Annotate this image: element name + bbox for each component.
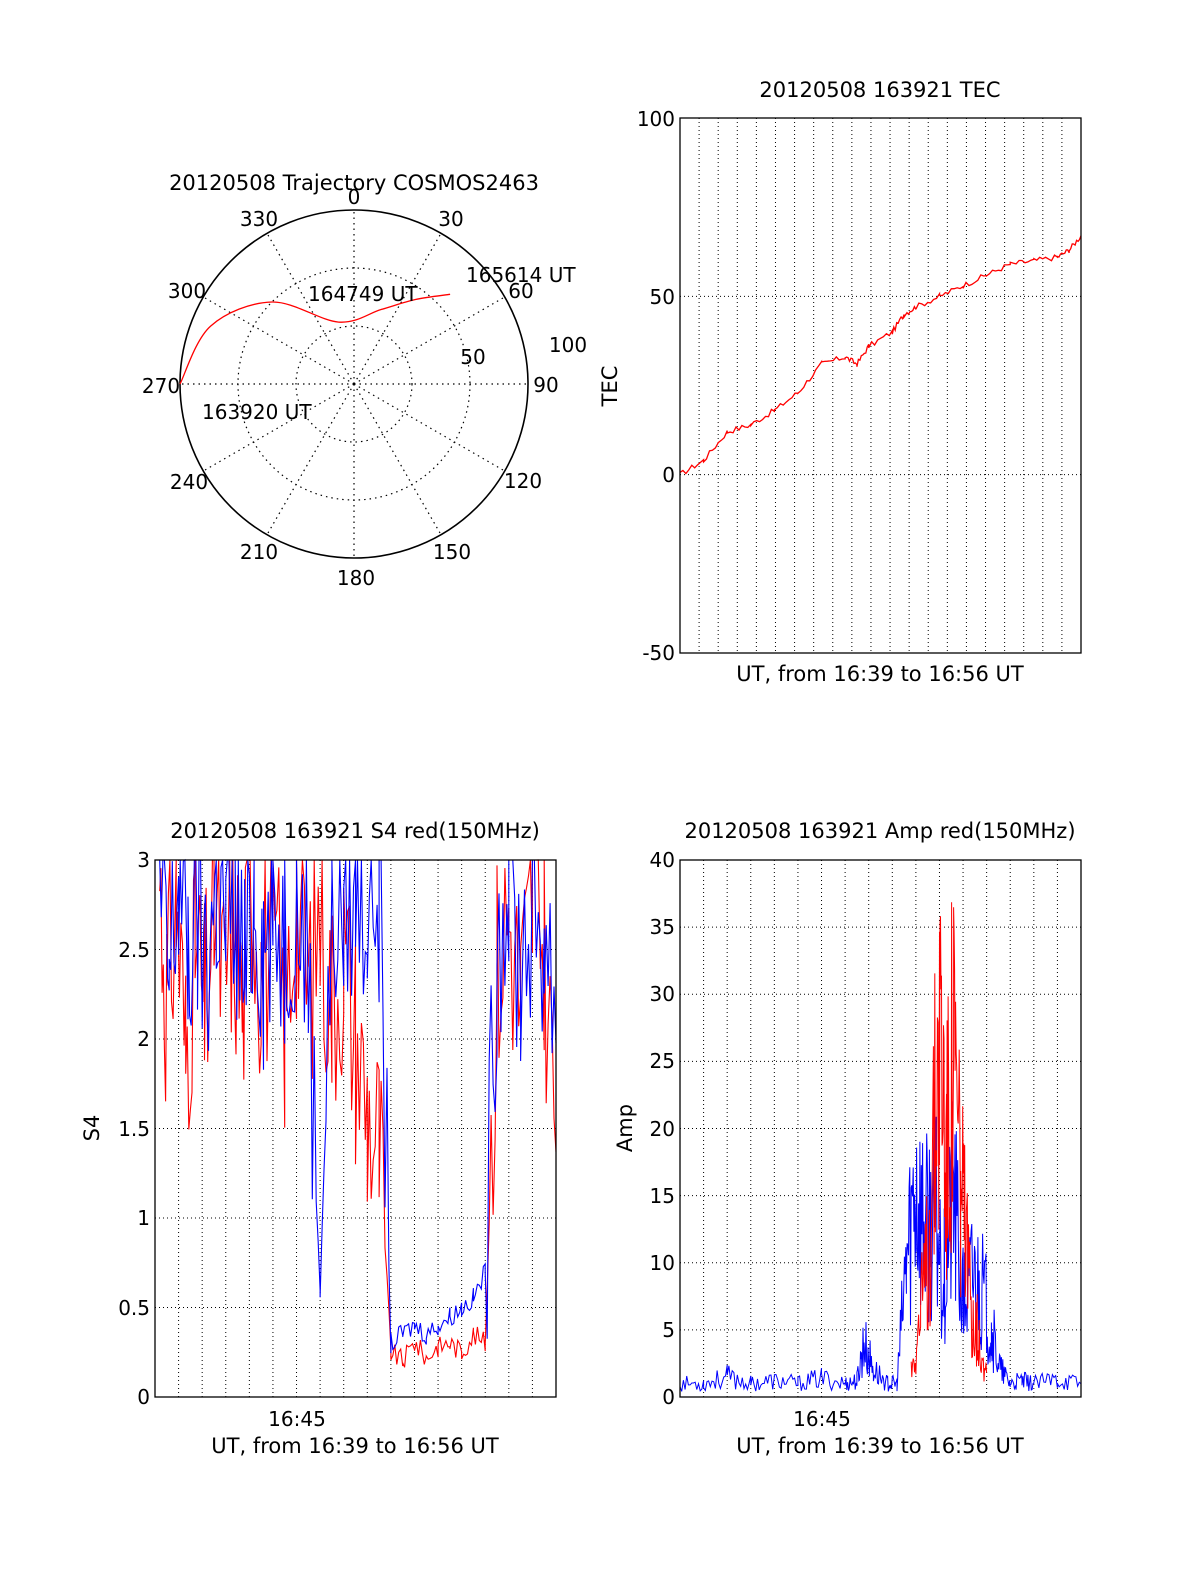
azimuth-label-0: 0 bbox=[348, 185, 361, 209]
amp-y-tick-labels: 0 5 10 15 20 25 30 35 40 bbox=[650, 848, 675, 1409]
tec-title: 20120508 163921 TEC bbox=[759, 78, 1000, 102]
azimuth-label-120: 120 bbox=[504, 469, 542, 493]
azimuth-label-270: 270 bbox=[142, 374, 180, 398]
s4-ytick-label: 1.5 bbox=[118, 1117, 150, 1141]
amp-title: 20120508 163921 Amp red(150MHz) bbox=[684, 819, 1075, 843]
s4-x-axis-label: UT, from 16:39 to 16:56 UT bbox=[211, 1434, 499, 1458]
trajectory-series bbox=[179, 293, 451, 385]
amp-line-red bbox=[910, 902, 988, 1382]
elevation-ring bbox=[295, 325, 413, 443]
amp-ytick-label: 30 bbox=[650, 982, 675, 1006]
amp-x-axis-label: UT, from 16:39 to 16:56 UT bbox=[736, 1434, 1024, 1458]
s4-ytick-label: 2.5 bbox=[118, 938, 150, 962]
amp-series bbox=[679, 902, 1082, 1392]
azimuth-spoke bbox=[203, 296, 355, 385]
amp-line-blue bbox=[679, 1101, 1082, 1392]
s4-plot-frame bbox=[154, 859, 557, 1398]
azimuth-label-60: 60 bbox=[508, 279, 533, 303]
amp-ytick-label: 5 bbox=[662, 1318, 675, 1342]
azimuth-label-150: 150 bbox=[433, 540, 471, 564]
s4-ytick-label: 2 bbox=[137, 1027, 150, 1051]
trajectory-line bbox=[179, 293, 451, 385]
trajectory-annotation-end: 165614 UT bbox=[466, 263, 576, 287]
azimuth-spoke bbox=[203, 383, 355, 472]
s4-xtick-label: 16:45 bbox=[268, 1407, 326, 1431]
s4-ytick-label: 0.5 bbox=[118, 1296, 150, 1320]
s4-y-tick-labels: 0 0.5 1 1.5 2 2.5 3 bbox=[118, 848, 150, 1409]
azimuth-label-300: 300 bbox=[168, 279, 206, 303]
amp-ytick-label: 35 bbox=[650, 915, 675, 939]
azimuth-label-330: 330 bbox=[240, 207, 278, 231]
trajectory-azimuth-labels: 0 30 60 90 120 150 180 210 240 270 300 3… bbox=[142, 185, 559, 590]
trajectory-title: 20120508 Trajectory COSMOS2463 bbox=[169, 171, 539, 195]
s4-ytick-label: 1 bbox=[137, 1206, 150, 1230]
amp-plot-frame bbox=[679, 859, 1082, 1398]
tec-y-axis-label: TEC bbox=[598, 366, 622, 408]
amp-ytick-label: 15 bbox=[650, 1184, 675, 1208]
amp-xtick-label: 16:45 bbox=[793, 1407, 851, 1431]
amp-chart: 20120508 163921 Amp red(150MHz) 0 5 10 1… bbox=[613, 819, 1082, 1458]
amp-ytick-label: 0 bbox=[662, 1385, 675, 1409]
tec-ytick-label: -50 bbox=[642, 641, 675, 665]
s4-line-blue bbox=[159, 858, 557, 1354]
s4-chart: 20120508 163921 S4 red(150MHz) 0 0.5 1 1… bbox=[80, 819, 557, 1458]
tec-grid bbox=[680, 118, 1081, 653]
tec-ytick-label: 0 bbox=[662, 463, 675, 487]
trajectory-grid bbox=[180, 210, 528, 558]
tec-ytick-label: 50 bbox=[650, 285, 675, 309]
amp-ytick-label: 40 bbox=[650, 848, 675, 872]
amp-y-axis-label: Amp bbox=[613, 1104, 637, 1152]
s4-ytick-label: 0 bbox=[137, 1385, 150, 1409]
radial-label-50: 50 bbox=[460, 345, 485, 369]
trajectory-annotation-mid: 164749 UT bbox=[308, 282, 418, 306]
tec-ytick-label: 100 bbox=[637, 107, 675, 131]
s4-title: 20120508 163921 S4 red(150MHz) bbox=[170, 819, 540, 843]
s4-series bbox=[159, 858, 557, 1368]
azimuth-spoke bbox=[353, 233, 442, 385]
s4-line-red bbox=[159, 859, 557, 1368]
azimuth-label-240: 240 bbox=[170, 470, 208, 494]
amp-ytick-label: 10 bbox=[650, 1251, 675, 1275]
azimuth-label-30: 30 bbox=[438, 207, 463, 231]
s4-y-axis-label: S4 bbox=[80, 1115, 104, 1142]
tec-line bbox=[679, 235, 1082, 475]
amp-ytick-label: 20 bbox=[650, 1117, 675, 1141]
s4-ytick-label: 3 bbox=[137, 848, 150, 872]
radial-label-100: 100 bbox=[549, 333, 587, 357]
trajectory-annotation-start: 163920 UT bbox=[202, 400, 312, 424]
azimuth-spoke bbox=[266, 233, 355, 385]
azimuth-spoke bbox=[266, 383, 355, 535]
amp-grid bbox=[680, 860, 1081, 1397]
tec-x-axis-label: UT, from 16:39 to 16:56 UT bbox=[736, 662, 1024, 686]
azimuth-spoke bbox=[353, 296, 505, 385]
tec-series bbox=[679, 235, 1082, 475]
azimuth-label-180: 180 bbox=[337, 566, 375, 590]
tec-y-tick-labels: -50 0 50 100 bbox=[637, 107, 675, 665]
amp-ytick-label: 25 bbox=[650, 1049, 675, 1073]
azimuth-spoke bbox=[353, 383, 442, 535]
azimuth-label-90: 90 bbox=[533, 373, 558, 397]
tec-chart: 20120508 163921 TEC -50 0 50 100 TEC UT,… bbox=[598, 78, 1082, 686]
trajectory-chart: 20120508 Trajectory COSMOS2463 0 30 60 9… bbox=[142, 171, 587, 590]
azimuth-label-210: 210 bbox=[240, 540, 278, 564]
tec-plot-frame bbox=[679, 117, 1082, 654]
azimuth-spoke bbox=[353, 383, 505, 472]
